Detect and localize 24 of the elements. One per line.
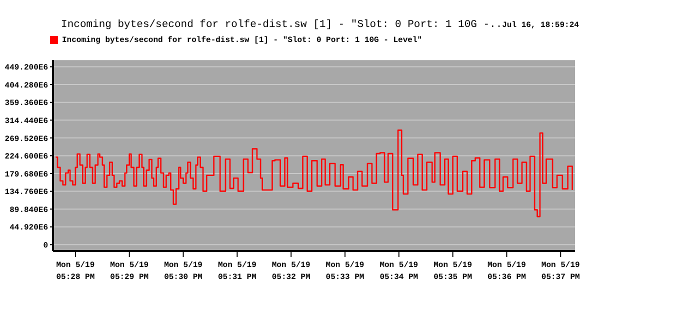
x-tick-label: Mon 5/19 05:35 PM bbox=[434, 261, 472, 282]
chart-title: Incoming bytes/second for rolfe-dist.sw [1] - "Slot: 0 Port: 1 10G -.. bbox=[61, 19, 502, 31]
legend-label: Incoming bytes/second for rolfe-dist.sw [1] - "Slot: 0 Port: 1 10G - Level" bbox=[62, 36, 422, 46]
x-tick-label: Mon 5/19 05:32 PM bbox=[272, 261, 310, 282]
x-tick-label: Mon 5/19 05:37 PM bbox=[541, 261, 580, 282]
x-tick-label: Mon 5/19 05:31 PM bbox=[218, 261, 257, 282]
x-tick-label: Mon 5/19 05:30 PM bbox=[164, 261, 203, 282]
y-tick-label: 134.760E6 bbox=[4, 188, 48, 198]
y-tick-label: 449.200E6 bbox=[4, 64, 48, 73]
x-tick-label: Mon 5/19 05:34 PM bbox=[380, 261, 418, 282]
y-tick-label: 359.360E6 bbox=[4, 99, 48, 108]
x-tick-label: Mon 5/19 05:29 PM bbox=[110, 261, 149, 282]
y-tick-label: 269.520E6 bbox=[4, 134, 48, 144]
y-tick-label: 314.440E6 bbox=[4, 116, 48, 126]
y-tick-label: 224.600E6 bbox=[4, 152, 48, 162]
y-tick-label: 404.280E6 bbox=[4, 81, 48, 90]
y-tick-label: 0 bbox=[43, 242, 48, 251]
x-tick-label: Mon 5/19 05:28 PM bbox=[56, 261, 95, 282]
y-tick-label: 179.680E6 bbox=[4, 170, 48, 180]
chart-subtitle: Jul 16, 18:59:24 bbox=[502, 21, 579, 30]
y-tick-label: 44.920E6 bbox=[10, 224, 48, 233]
x-tick-label: Mon 5/19 05:33 PM bbox=[326, 261, 364, 282]
x-tick-label: Mon 5/19 05:36 PM bbox=[488, 261, 526, 282]
y-tick-label: 89.840E6 bbox=[10, 206, 48, 215]
